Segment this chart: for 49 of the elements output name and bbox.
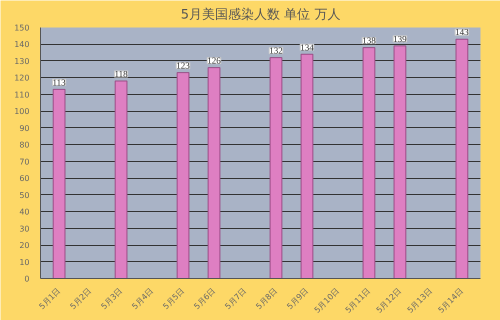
x-tick-label: 5月6日 bbox=[192, 286, 218, 312]
y-tick-label: 0 bbox=[24, 274, 30, 284]
data-label: 143 bbox=[455, 27, 470, 38]
bar bbox=[52, 88, 66, 278]
y-tick-label: 110 bbox=[14, 90, 30, 100]
y-tick-label: 140 bbox=[14, 40, 30, 50]
bar bbox=[456, 38, 468, 278]
y-tick-label: 100 bbox=[14, 107, 30, 116]
y-tick-label: 150 bbox=[14, 24, 30, 32]
x-tick-label: 5月3日 bbox=[99, 286, 124, 312]
bar bbox=[114, 80, 128, 278]
x-tick-label: 5月4日 bbox=[130, 286, 156, 312]
data-label: 139 bbox=[393, 34, 408, 44]
x-tick-label: 5月11日 bbox=[344, 286, 372, 315]
y-tick-label: 70 bbox=[19, 157, 30, 166]
x-tick-label: 5月14日 bbox=[436, 286, 466, 315]
x-tick-label: 5月8日 bbox=[254, 286, 280, 312]
y-tick-label: 90 bbox=[19, 124, 30, 133]
data-label: 132 bbox=[269, 46, 283, 56]
x-tick-label: 5月9日 bbox=[285, 286, 310, 312]
y-tick-label: 120 bbox=[14, 74, 30, 83]
x-tick-label: 5月1日 bbox=[37, 286, 62, 312]
bar bbox=[176, 72, 190, 278]
x-tick-label: 5月10日 bbox=[312, 286, 342, 315]
y-tick-label: 60 bbox=[19, 174, 30, 184]
bar bbox=[394, 45, 406, 278]
y-tick-label: 80 bbox=[19, 140, 30, 150]
bar bbox=[362, 47, 376, 278]
x-tick-label: 5月2日 bbox=[68, 286, 94, 312]
data-label: 113 bbox=[52, 77, 66, 88]
data-label: 118 bbox=[114, 69, 128, 80]
chart-title: 5月美国感染人数 单位 万人 bbox=[180, 6, 340, 22]
x-tick-label: 5月7日 bbox=[223, 286, 248, 312]
data-label: 126 bbox=[207, 56, 222, 66]
bar bbox=[270, 57, 282, 278]
y-tick-label: 30 bbox=[19, 224, 30, 234]
data-label: 123 bbox=[176, 60, 190, 71]
y-tick-label: 50 bbox=[19, 190, 30, 200]
x-tick-label: 5月12日 bbox=[374, 286, 404, 315]
data-label: 138 bbox=[362, 36, 376, 46]
x-tick-label: 5月13日 bbox=[406, 286, 434, 315]
y-tick-label: 130 bbox=[14, 56, 30, 66]
y-tick-label: 20 bbox=[19, 241, 30, 250]
y-tick-label: 10 bbox=[19, 258, 30, 267]
bar bbox=[300, 54, 314, 278]
data-label: 134 bbox=[300, 42, 314, 52]
bar bbox=[208, 67, 220, 278]
x-tick-label: 5月5日 bbox=[161, 286, 186, 312]
y-tick-label: 40 bbox=[19, 208, 30, 217]
